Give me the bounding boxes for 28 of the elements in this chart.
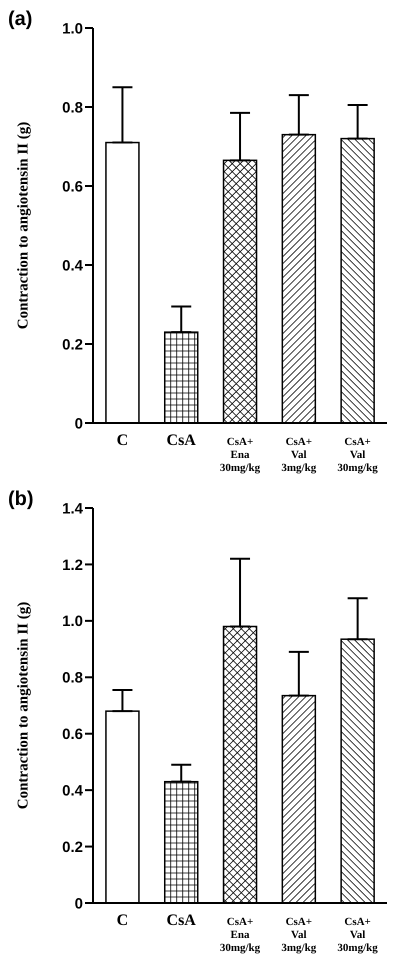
- y-tick-label: 0.8: [62, 99, 83, 116]
- x-tick-label: CsA: [166, 912, 196, 929]
- x-tick-label: CsA: [166, 432, 196, 449]
- y-tick-label: 1.4: [62, 500, 84, 518]
- x-tick-label: CsA+ Val 30mg/kg: [337, 436, 378, 474]
- y-tick-label: 0.8: [62, 670, 83, 687]
- x-tick-label: C: [116, 432, 128, 449]
- y-axis-title: Contraction to angiotensin II (g): [15, 122, 32, 330]
- y-tick-label: 0: [74, 415, 83, 432]
- y-tick-label: 1.0: [62, 20, 83, 38]
- y-tick-label: 0.6: [62, 178, 83, 196]
- y-tick-label: 0.6: [62, 726, 83, 744]
- x-tick-label: CsA+ Val 3mg/kg: [281, 916, 317, 954]
- y-tick-label: 0.2: [62, 838, 83, 856]
- x-tick-label: CsA+ Ena 30mg/kg: [220, 916, 261, 954]
- y-tick-label: 0.2: [62, 336, 83, 354]
- chart-title: (a): [8, 8, 32, 31]
- y-tick-label: 0.4: [62, 782, 84, 800]
- chart-title: (b): [8, 488, 34, 511]
- x-tick-label: C: [116, 912, 128, 929]
- x-tick-label: CsA+ Val 30mg/kg: [337, 916, 378, 954]
- y-tick-label: 1.0: [62, 613, 83, 630]
- y-tick-label: 1.2: [62, 556, 83, 574]
- y-tick-label: 0: [74, 895, 83, 912]
- y-axis-title: Contraction to angiotensin II (g): [15, 602, 32, 810]
- y-tick-label: 0.4: [62, 257, 84, 274]
- x-tick-label: CsA+ Val 3mg/kg: [281, 436, 317, 474]
- x-tick-label: CsA+ Ena 30mg/kg: [220, 436, 261, 474]
